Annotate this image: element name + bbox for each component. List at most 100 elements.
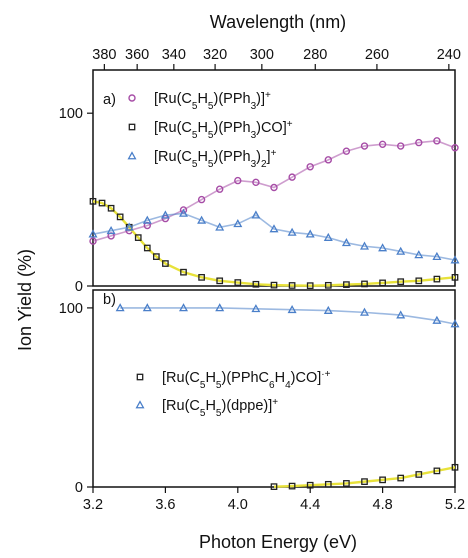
series-line <box>92 200 456 287</box>
legend-b: [Ru(C5H5)(PPhC6H4)CO]·+[Ru(C5H5)(dppe)]+ <box>135 369 331 419</box>
legend-text-part: )(PPh <box>213 91 250 107</box>
data-point <box>216 277 224 285</box>
data-point <box>142 215 152 224</box>
data-point <box>98 199 106 207</box>
data-point <box>341 238 351 247</box>
legend-text-part: 6 <box>269 380 275 391</box>
data-point <box>143 244 151 252</box>
series-line <box>273 466 456 488</box>
data-point <box>415 277 423 285</box>
legend-text-part: H <box>197 149 207 165</box>
data-point <box>396 310 406 319</box>
series-triangle <box>88 208 460 264</box>
data-point <box>359 307 370 316</box>
data-point <box>415 138 423 147</box>
data-point <box>324 281 332 289</box>
data-point <box>433 137 441 145</box>
x-tick-label: 3.6 <box>155 497 175 513</box>
data-point <box>234 176 242 185</box>
data-point <box>89 237 97 245</box>
data-point <box>359 241 370 250</box>
legend-text-part: )(dppe)] <box>221 398 272 414</box>
data-point <box>116 213 124 221</box>
series-square <box>89 197 459 290</box>
data-point <box>415 471 423 478</box>
legend-a-entry-3-text: [Ru(C5H5)(PPh3)2]+ <box>154 148 277 170</box>
data-point <box>305 229 315 238</box>
data-point <box>306 163 314 171</box>
legend-text-part: )] <box>256 91 265 107</box>
data-point <box>379 476 386 484</box>
top-tick-label: 240 <box>437 47 461 63</box>
top-tick-label: 320 <box>203 47 227 63</box>
legend-text-part: )(PPh <box>213 120 250 136</box>
data-point <box>432 315 442 324</box>
legend-text-part: [Ru(C <box>154 91 192 107</box>
data-point <box>433 467 441 475</box>
legend-text-part: H <box>275 370 285 386</box>
bottom-axis-ticks: 3.2 3.6 4.0 4.4 4.8 5.2 <box>83 487 465 513</box>
data-point <box>251 304 261 313</box>
legend-a-entry-2-text: [Ru(C5H5)(PPh3)CO]+ <box>154 119 293 141</box>
y-tick-label: 0 <box>75 279 83 295</box>
top-axis-title: Wavelength (nm) <box>210 12 346 32</box>
top-tick-label: 340 <box>162 47 186 63</box>
data-point <box>287 304 297 314</box>
panel-frame <box>92 289 456 488</box>
data-point <box>270 183 278 192</box>
data-point <box>134 234 142 241</box>
x-tick-label: 5.2 <box>445 497 465 513</box>
legend-text-part: [Ru(C <box>162 370 200 386</box>
legend-text-part: 5 <box>216 380 222 391</box>
panel-a: a) 0 100 <box>59 69 460 295</box>
legend-text-part: 4 <box>285 380 291 391</box>
legend-b-entry-2-marker <box>135 400 145 409</box>
data-point <box>397 142 405 150</box>
legend-text-part: )(PPhC <box>221 370 269 386</box>
data-point <box>414 250 424 259</box>
data-point <box>270 281 278 289</box>
legend-b-entry-2-text: [Ru(C5H5)(dppe)]+ <box>162 397 278 419</box>
data-point <box>450 319 460 328</box>
legend-text-part: H <box>205 370 215 386</box>
x-tick-label: 4.8 <box>373 497 393 513</box>
top-tick-label: 380 <box>92 47 116 63</box>
legend-text-part: )CO] <box>256 120 287 136</box>
data-point <box>396 246 406 255</box>
data-point <box>342 147 351 155</box>
legend-text-part: 3 <box>251 159 257 170</box>
legend-text-part: 2 <box>261 159 267 170</box>
data-point <box>269 224 279 233</box>
legend-text-part: [Ru(C <box>154 149 192 165</box>
data-point <box>107 204 115 212</box>
data-point <box>397 278 405 286</box>
legend-a-entry-1-text: [Ru(C5H5)(PPh3)]+ <box>154 90 271 112</box>
bottom-axis-title: Photon Energy (eV) <box>199 532 357 552</box>
data-point <box>288 482 296 490</box>
legend-text-part: )(PPh <box>213 149 250 165</box>
y-tick-label: 100 <box>59 106 83 122</box>
data-point <box>433 275 441 283</box>
data-point <box>89 197 97 205</box>
data-point <box>178 303 189 312</box>
series-line <box>120 307 456 325</box>
legend-text-part: 3 <box>251 130 257 141</box>
legend-a-entry-2-marker <box>128 123 136 131</box>
data-point <box>115 303 125 312</box>
data-point <box>306 282 314 290</box>
data-point <box>451 144 459 152</box>
data-point <box>178 208 189 217</box>
data-point <box>124 222 134 231</box>
data-point <box>287 227 297 236</box>
legend-text-part: 5 <box>208 101 214 112</box>
data-point <box>88 229 98 238</box>
data-point <box>270 483 278 490</box>
data-point <box>106 225 116 235</box>
legend-text-part: 3 <box>251 101 257 112</box>
data-point <box>343 480 350 487</box>
legend-a: [Ru(C5H5)(PPh3)]+[Ru(C5H5)(PPh3)CO]+[Ru(… <box>127 90 293 170</box>
legend-b-entry-1-marker <box>136 373 144 381</box>
legend-text-part: )CO] <box>291 370 322 386</box>
legend-a-entry-1-marker <box>128 94 136 102</box>
data-point <box>451 274 459 281</box>
